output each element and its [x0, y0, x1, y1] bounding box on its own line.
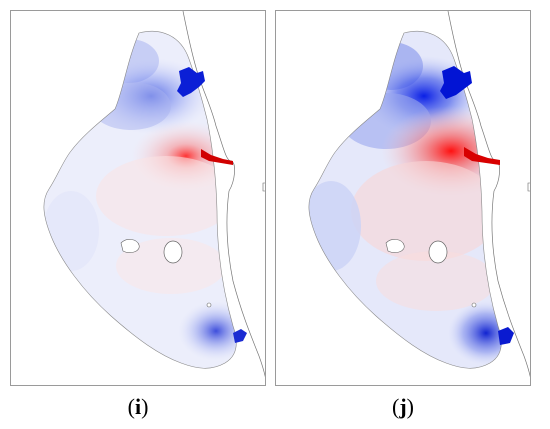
channel-anomaly [201, 149, 233, 165]
panel-caption-j: (j) [275, 394, 531, 420]
land-fragment [262, 182, 265, 192]
caption-paren: ) [141, 394, 149, 419]
north-inlet-anomaly [177, 67, 205, 97]
anomaly-map-j [308, 11, 530, 377]
south-outlet-anomaly [498, 327, 514, 345]
caption-letter: j [399, 394, 407, 419]
land-fragment [527, 182, 530, 192]
island [120, 239, 140, 253]
anomaly-map-i [43, 11, 265, 377]
caption-paren: ( [392, 394, 400, 419]
map-panel-i [10, 10, 266, 386]
channel-anomaly [464, 147, 500, 165]
island [385, 239, 405, 253]
island [163, 240, 183, 264]
panel-caption-i: (i) [10, 394, 266, 420]
caption-paren: ( [127, 394, 135, 419]
lake-outline [43, 30, 237, 369]
north-inlet-anomaly [440, 66, 472, 99]
caption-letter: i [134, 394, 142, 419]
island [428, 240, 448, 264]
south-outlet-anomaly [233, 329, 247, 343]
map-panel-j [275, 10, 531, 386]
lake-outline [308, 30, 502, 369]
caption-paren: ) [406, 394, 414, 419]
island [471, 302, 477, 308]
island [206, 302, 212, 308]
